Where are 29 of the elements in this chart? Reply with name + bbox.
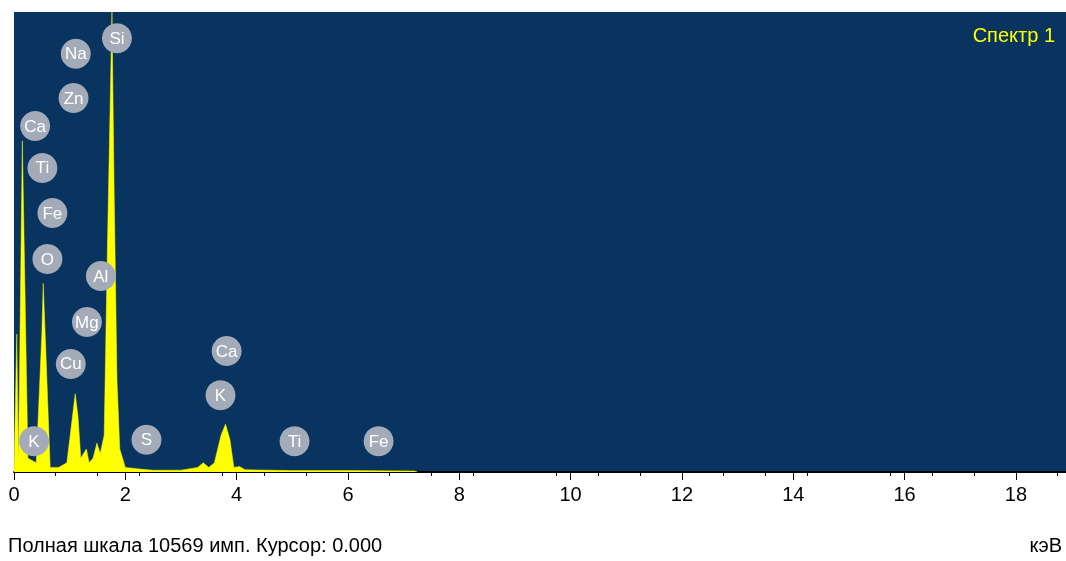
annotation: Al xyxy=(93,266,109,286)
annotation: Ca xyxy=(24,116,47,136)
x-tick-label: 16 xyxy=(893,483,916,505)
x-tick-label: 0 xyxy=(8,483,20,505)
annotation: K xyxy=(28,431,41,451)
annotation: O xyxy=(40,249,55,269)
annotation: Ca xyxy=(215,341,239,361)
annotation: Ti xyxy=(35,158,50,178)
annotation: Cu xyxy=(59,354,82,374)
x-tick-label: 4 xyxy=(231,483,243,505)
annotation: Na xyxy=(64,44,88,64)
annotation: Mg xyxy=(75,312,99,332)
x-tick-label: 12 xyxy=(670,483,694,505)
x-tick-label: 2 xyxy=(119,483,131,505)
x-tick-label: 8 xyxy=(453,483,465,505)
text: Спектр 1 xyxy=(972,24,1056,46)
x-axis-title: кэВ xyxy=(1029,534,1063,556)
annotation: Fe xyxy=(42,203,63,223)
annotation: Si xyxy=(109,28,125,48)
x-tick-label: 10 xyxy=(559,483,582,505)
x-tick-label: 6 xyxy=(342,483,354,505)
annotation: K xyxy=(214,385,227,405)
annotation: Fe xyxy=(368,431,389,451)
x-tick-label: 14 xyxy=(782,483,805,505)
annotation: Zn xyxy=(63,88,84,108)
x-tick-label: 18 xyxy=(1004,483,1028,505)
annotation: S xyxy=(140,430,153,450)
text: Полная шкала 10569 имп. Курсор: 0.000 xyxy=(8,534,383,556)
annotation: Ti xyxy=(287,431,302,451)
